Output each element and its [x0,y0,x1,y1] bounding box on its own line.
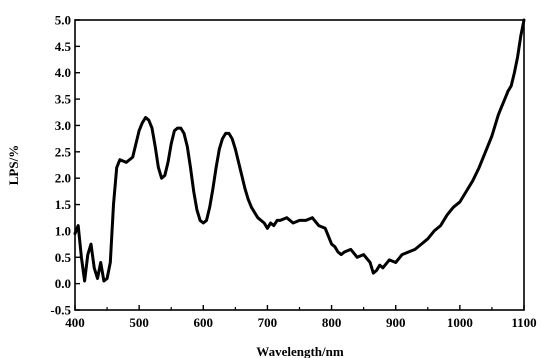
y-tick-label: 5.0 [55,13,71,28]
y-tick-label: 2.0 [55,171,71,186]
x-tick-label: 700 [258,315,278,330]
x-tick-label: 500 [129,315,149,330]
plot-frame [74,19,525,311]
x-tick-label: 1100 [511,315,536,330]
lps-line [73,18,526,283]
x-tick-label: 900 [386,315,406,330]
x-tick-label: 1000 [447,315,473,330]
y-tick-label: 4.5 [55,39,72,54]
y-axis-label: LPS/% [6,145,21,185]
y-tick-label: 3.5 [55,92,72,107]
y-tick-label: -0.5 [50,303,71,318]
y-tick-label: 3.0 [55,118,71,133]
y-tick-label: 1.5 [55,197,72,212]
y-tick-label: 2.5 [55,144,72,159]
x-tick-label: 600 [194,315,214,330]
x-tick-label: 800 [322,315,342,330]
y-tick-label: 0.0 [55,276,71,291]
x-axis-ticks: 400 500 600 700 800 900 1000 1100 [65,305,537,330]
x-tick-label: 400 [65,315,85,330]
y-axis-ticks: -0.5 0.0 0.5 1.0 1.5 2.0 2.5 3.0 3.5 4.0 4.5 5.0 [50,13,80,318]
x-axis-label: Wavelength/nm [256,344,344,358]
y-tick-label: 1.0 [55,223,71,238]
y-tick-label: 0.5 [55,250,72,265]
y-tick-label: 4.0 [55,65,71,80]
